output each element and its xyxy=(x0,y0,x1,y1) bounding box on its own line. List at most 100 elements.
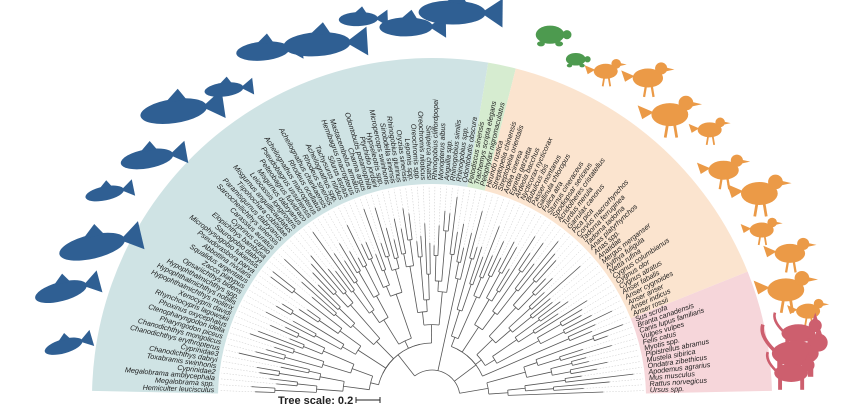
leaf-guide xyxy=(463,190,476,248)
tree-branch xyxy=(375,254,383,272)
tree-branch xyxy=(339,330,362,347)
tree-branch xyxy=(434,255,437,281)
tree-arc xyxy=(508,327,513,333)
tree-branch xyxy=(301,281,337,314)
tree-branch xyxy=(553,388,584,391)
leaf-guide xyxy=(607,355,640,363)
leaf-guide xyxy=(354,200,376,255)
tree-branch xyxy=(559,349,583,358)
mammal-leaf-label: Mus musculus xyxy=(649,369,696,382)
tree-branch xyxy=(339,243,358,273)
animal-silhouettes xyxy=(35,0,830,390)
tree-branch xyxy=(508,391,604,396)
tree-branch xyxy=(570,368,597,375)
tree-branch xyxy=(476,339,493,355)
leaf-guide xyxy=(499,200,510,227)
fish-leaf-label: Monopterus albus xyxy=(436,122,447,180)
tree-branch xyxy=(532,313,559,331)
tree-branch xyxy=(529,298,551,316)
tree-branch xyxy=(524,379,566,387)
leaf-guide xyxy=(338,207,348,226)
tree-branch xyxy=(258,330,303,349)
fish-leaf-label: Lepomis spp. xyxy=(403,138,416,181)
leaf-guide xyxy=(262,270,271,278)
leaf-guide xyxy=(482,198,505,257)
fish-leaf-label: Oreochromis spp. xyxy=(409,124,422,181)
tree-arc xyxy=(342,381,345,392)
tree-branch xyxy=(460,233,472,280)
fish-silhouette-icon xyxy=(44,329,95,355)
tree-branch xyxy=(355,281,375,311)
leaf-guide xyxy=(269,261,313,298)
leaf-guide xyxy=(405,187,410,214)
bird-silhouette-icon xyxy=(763,237,817,273)
tree-branch xyxy=(352,325,374,345)
tree-branch xyxy=(319,320,339,334)
leaf-guide xyxy=(258,275,308,310)
tree-branch xyxy=(572,361,589,366)
leaf-guide xyxy=(534,219,547,237)
tree-branch xyxy=(475,359,482,365)
tree-branch xyxy=(393,239,399,258)
leaf-guide xyxy=(234,321,259,332)
leaf-guide xyxy=(327,213,350,252)
tree-branch xyxy=(334,293,349,308)
tree-branch xyxy=(297,383,317,387)
leaf-guide xyxy=(583,384,644,389)
leaf-guide xyxy=(622,321,630,325)
tree-branch xyxy=(297,335,325,349)
tree-branch xyxy=(508,307,531,329)
fish-leaf-label: Siniperca chuatsi xyxy=(424,125,434,180)
tree-branch xyxy=(482,312,496,330)
tree-branch xyxy=(499,236,536,293)
tree-branch xyxy=(323,350,355,365)
tree-arc xyxy=(518,269,523,273)
tree-branch xyxy=(535,278,553,296)
tree-branch xyxy=(469,246,483,284)
tree-branch xyxy=(270,276,293,294)
tree-branch xyxy=(528,292,545,308)
tree-branch xyxy=(532,253,556,280)
turtle-silhouette-icon xyxy=(535,25,572,47)
tree-branch xyxy=(487,241,504,276)
leaf-guide xyxy=(545,244,579,279)
fish-silhouette-icon xyxy=(120,140,189,170)
leaf-guide xyxy=(228,338,267,350)
tree-arc xyxy=(469,283,473,286)
tree-branch xyxy=(320,376,345,382)
tree-branch xyxy=(285,326,300,335)
tree-branch xyxy=(256,366,280,372)
tree-arc xyxy=(347,302,354,308)
tree-branch xyxy=(478,275,491,299)
tree-branch xyxy=(395,293,412,339)
tree-branch xyxy=(446,254,453,293)
tree-branch xyxy=(531,265,581,310)
tree-branch xyxy=(567,324,596,338)
tree-branch xyxy=(357,349,387,369)
leaf-guide xyxy=(516,213,537,248)
reptile-clade-band xyxy=(467,62,516,191)
tree-arc xyxy=(283,355,286,360)
tree-branch xyxy=(560,345,612,361)
tree-branch xyxy=(387,256,393,271)
leaf-guide xyxy=(603,390,644,393)
tree-branch xyxy=(535,260,557,283)
tree-branch xyxy=(408,213,413,240)
bird-silhouette-icon xyxy=(688,117,731,146)
tree-branch xyxy=(565,373,634,383)
leaf-guide xyxy=(633,372,643,375)
tree-branch xyxy=(251,386,276,389)
tree-branch xyxy=(492,339,518,357)
leaf-guide xyxy=(393,189,402,229)
tree-arc xyxy=(492,356,498,364)
mammal-clade-band xyxy=(630,271,772,394)
tree-arc xyxy=(408,342,432,349)
leaf-guide xyxy=(359,198,365,210)
tree-branch xyxy=(284,258,339,310)
leaf-guide xyxy=(558,232,566,242)
tree-arc xyxy=(451,335,459,340)
tree-arc xyxy=(302,344,305,349)
tree-branch xyxy=(352,290,370,314)
tree-branch xyxy=(265,311,315,338)
